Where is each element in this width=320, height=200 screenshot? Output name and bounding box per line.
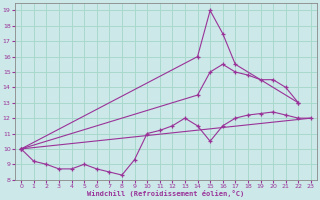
X-axis label: Windchill (Refroidissement éolien,°C): Windchill (Refroidissement éolien,°C) [87,190,245,197]
